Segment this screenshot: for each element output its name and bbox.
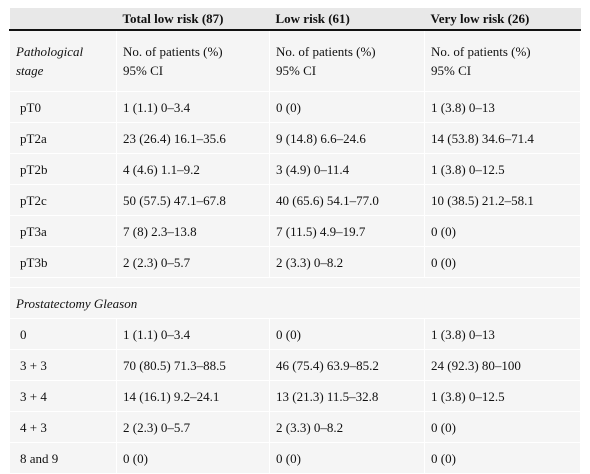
cell-very-low: 0 (0) <box>424 246 581 278</box>
cell-low: 0 (0) <box>269 442 425 474</box>
cell-very-low: 1 (3.8) 0–12.5 <box>424 380 581 412</box>
cell-total: 2 (2.3) 0–5.7 <box>116 246 270 278</box>
cell-total: 50 (57.5) 47.1–67.8 <box>116 184 270 216</box>
risk-table: Total low risk (87) Low risk (61) Very l… <box>9 8 581 474</box>
row-label: 8 and 9 <box>9 442 117 474</box>
cell-very-low: 1 (3.8) 0–12.5 <box>424 153 581 185</box>
row-label: pT0 <box>9 91 117 123</box>
row-label: pT2c <box>9 184 117 216</box>
gleason-section-row: Prostatectomy Gleason <box>9 287 581 319</box>
unit-line: No. of patients (%) <box>431 44 531 59</box>
unit-line: 95% CI <box>276 63 317 78</box>
cell-low: 13 (21.3) 11.5–32.8 <box>269 380 425 412</box>
cell-very-low: 1 (3.8) 0–13 <box>424 91 581 123</box>
row-label: pT2a <box>9 122 117 154</box>
cell-very-low: 10 (38.5) 21.2–58.1 <box>424 184 581 216</box>
row-label: pT2b <box>9 153 117 185</box>
cell-low: 9 (14.8) 6.6–24.6 <box>269 122 425 154</box>
cell-low: 3 (4.9) 0–11.4 <box>269 153 425 185</box>
cell-total: 70 (80.5) 71.3–88.5 <box>116 349 270 381</box>
cell-total: 14 (16.1) 9.2–24.1 <box>116 380 270 412</box>
row-label: 4 + 3 <box>9 411 117 443</box>
row-label: pT3a <box>9 215 117 247</box>
cell-very-low: 1 (3.8) 0–13 <box>424 318 581 350</box>
stage-total-unit: No. of patients (%) 95% CI <box>116 29 270 92</box>
unit-line: No. of patients (%) <box>123 44 223 59</box>
spacer-row <box>9 277 581 288</box>
cell-low: 46 (75.4) 63.9–85.2 <box>269 349 425 381</box>
cell-low: 7 (11.5) 4.9–19.7 <box>269 215 425 247</box>
header-row: Total low risk (87) Low risk (61) Very l… <box>9 8 581 31</box>
pathological-stage-label: Pathological stage <box>9 29 117 92</box>
table-row: pT2a 23 (26.4) 16.1–35.6 9 (14.8) 6.6–24… <box>9 122 581 154</box>
cell-total: 7 (8) 2.3–13.8 <box>116 215 270 247</box>
table-row: pT3a 7 (8) 2.3–13.8 7 (11.5) 4.9–19.7 0 … <box>9 215 581 247</box>
cell-low: 2 (3.3) 0–8.2 <box>269 246 425 278</box>
cell-very-low: 0 (0) <box>424 215 581 247</box>
cell-total: 1 (1.1) 0–3.4 <box>116 91 270 123</box>
cell-total: 23 (26.4) 16.1–35.6 <box>116 122 270 154</box>
unit-line: No. of patients (%) <box>276 44 376 59</box>
table-row: pT0 1 (1.1) 0–3.4 0 (0) 1 (3.8) 0–13 <box>9 91 581 123</box>
cell-low: 0 (0) <box>269 318 425 350</box>
label-line: Pathological <box>16 44 84 59</box>
table-row: pT2c 50 (57.5) 47.1–67.8 40 (65.6) 54.1–… <box>9 184 581 216</box>
stage-very-low-unit: No. of patients (%) 95% CI <box>424 29 581 92</box>
gleason-section-label: Prostatectomy Gleason <box>9 287 581 319</box>
cell-very-low: 0 (0) <box>424 411 581 443</box>
cell-very-low: 24 (92.3) 80–100 <box>424 349 581 381</box>
cell-total: 2 (2.3) 0–5.7 <box>116 411 270 443</box>
cell-total: 1 (1.1) 0–3.4 <box>116 318 270 350</box>
table-row: 3 + 3 70 (80.5) 71.3–88.5 46 (75.4) 63.9… <box>9 349 581 381</box>
header-total-low-risk: Total low risk (87) <box>116 8 270 31</box>
table-row: 8 and 9 0 (0) 0 (0) 0 (0) <box>9 442 581 474</box>
table-row: pT3b 2 (2.3) 0–5.7 2 (3.3) 0–8.2 0 (0) <box>9 246 581 278</box>
cell-total: 4 (4.6) 1.1–9.2 <box>116 153 270 185</box>
header-low-risk: Low risk (61) <box>269 8 425 31</box>
table-row: 4 + 3 2 (2.3) 0–5.7 2 (3.3) 0–8.2 0 (0) <box>9 411 581 443</box>
row-label: pT3b <box>9 246 117 278</box>
cell-low: 40 (65.6) 54.1–77.0 <box>269 184 425 216</box>
row-label: 0 <box>9 318 117 350</box>
spacer-cell <box>9 277 581 288</box>
row-label: 3 + 3 <box>9 349 117 381</box>
unit-line: 95% CI <box>123 63 164 78</box>
cell-total: 0 (0) <box>116 442 270 474</box>
stage-low-unit: No. of patients (%) 95% CI <box>269 29 425 92</box>
cell-very-low: 0 (0) <box>424 442 581 474</box>
label-line: stage <box>16 63 44 78</box>
cell-low: 0 (0) <box>269 91 425 123</box>
cell-very-low: 14 (53.8) 34.6–71.4 <box>424 122 581 154</box>
row-label: 3 + 4 <box>9 380 117 412</box>
table-row: 3 + 4 14 (16.1) 9.2–24.1 13 (21.3) 11.5–… <box>9 380 581 412</box>
table-row: 0 1 (1.1) 0–3.4 0 (0) 1 (3.8) 0–13 <box>9 318 581 350</box>
unit-line: 95% CI <box>431 63 472 78</box>
table-row: pT2b 4 (4.6) 1.1–9.2 3 (4.9) 0–11.4 1 (3… <box>9 153 581 185</box>
header-empty <box>9 8 117 31</box>
header-very-low-risk: Very low risk (26) <box>424 8 581 31</box>
cell-low: 2 (3.3) 0–8.2 <box>269 411 425 443</box>
pathological-stage-row: Pathological stage No. of patients (%) 9… <box>9 29 581 92</box>
